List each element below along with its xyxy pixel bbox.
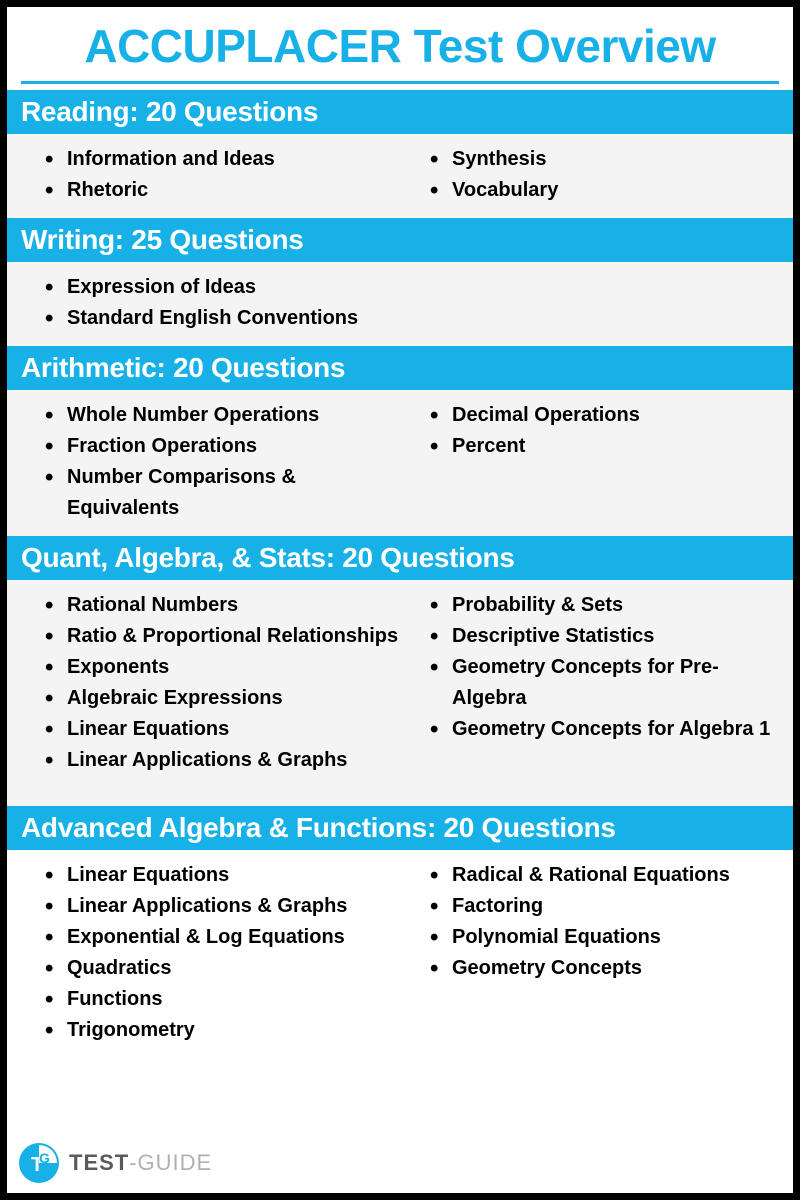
list-item: Linear Applications & Graphs: [45, 891, 400, 922]
list-item: Exponential & Log Equations: [45, 922, 400, 953]
footer-brand: T G TEST-GUIDE: [17, 1141, 212, 1185]
list-item: Ratio & Proportional Relationships: [45, 621, 400, 652]
list-item: Number Comparisons & Equivalents: [45, 462, 400, 524]
list-item: Linear Applications & Graphs: [45, 745, 400, 776]
list-col-left: Whole Number Operations Fraction Operati…: [7, 400, 400, 524]
list-item: Algebraic Expressions: [45, 683, 400, 714]
section-header-arithmetic: Arithmetic: 20 Questions: [7, 346, 793, 390]
list-item: Exponents: [45, 652, 400, 683]
svg-text:G: G: [39, 1150, 50, 1166]
list-item: Rhetoric: [45, 175, 400, 206]
list-col-right: [400, 272, 793, 334]
list-item: Geometry Concepts: [430, 953, 793, 984]
list-item: Rational Numbers: [45, 590, 400, 621]
list-item: Standard English Conventions: [45, 303, 400, 334]
section-body-quant: Rational Numbers Ratio & Proportional Re…: [7, 580, 793, 806]
list-item: Linear Equations: [45, 714, 400, 745]
list-item: Geometry Concepts for Algebra 1: [430, 714, 793, 745]
section-header-reading: Reading: 20 Questions: [7, 90, 793, 134]
list-item: Geometry Concepts for Pre-Algebra: [430, 652, 793, 714]
brand-test: TEST: [69, 1150, 129, 1175]
list-item: Polynomial Equations: [430, 922, 793, 953]
list-item: Whole Number Operations: [45, 400, 400, 431]
list-item: Probability & Sets: [430, 590, 793, 621]
list-col-left: Expression of Ideas Standard English Con…: [7, 272, 400, 334]
list-item: Factoring: [430, 891, 793, 922]
section-header-quant: Quant, Algebra, & Stats: 20 Questions: [7, 536, 793, 580]
list-col-left: Information and Ideas Rhetoric: [7, 144, 400, 206]
list-item: Radical & Rational Equations: [430, 860, 793, 891]
brand-guide: -GUIDE: [129, 1150, 212, 1175]
brand-logo-icon: T G: [17, 1141, 61, 1185]
list-col-right: Radical & Rational Equations Factoring P…: [400, 860, 793, 1046]
main-title: ACCUPLACER Test Overview: [7, 7, 793, 81]
list-col-right: Probability & Sets Descriptive Statistic…: [400, 590, 793, 776]
list-item: Quadratics: [45, 953, 400, 984]
list-item: Fraction Operations: [45, 431, 400, 462]
list-item: Trigonometry: [45, 1015, 400, 1046]
infographic-container: ACCUPLACER Test Overview Reading: 20 Que…: [0, 0, 800, 1200]
list-item: Decimal Operations: [430, 400, 793, 431]
list-item: Linear Equations: [45, 860, 400, 891]
list-col-left: Rational Numbers Ratio & Proportional Re…: [7, 590, 400, 776]
section-header-advanced: Advanced Algebra & Functions: 20 Questio…: [7, 806, 793, 850]
list-item: Descriptive Statistics: [430, 621, 793, 652]
brand-logo-text: TEST-GUIDE: [69, 1150, 212, 1176]
section-body-reading: Information and Ideas Rhetoric Synthesis…: [7, 134, 793, 218]
list-item: Information and Ideas: [45, 144, 400, 175]
list-item: Expression of Ideas: [45, 272, 400, 303]
list-item: Vocabulary: [430, 175, 793, 206]
list-col-left: Linear Equations Linear Applications & G…: [7, 860, 400, 1046]
list-col-right: Decimal Operations Percent: [400, 400, 793, 524]
list-item: Synthesis: [430, 144, 793, 175]
section-body-advanced: Linear Equations Linear Applications & G…: [7, 850, 793, 1058]
section-body-writing: Expression of Ideas Standard English Con…: [7, 262, 793, 346]
section-header-writing: Writing: 25 Questions: [7, 218, 793, 262]
section-body-arithmetic: Whole Number Operations Fraction Operati…: [7, 390, 793, 536]
list-item: Percent: [430, 431, 793, 462]
list-item: Functions: [45, 984, 400, 1015]
list-col-right: Synthesis Vocabulary: [400, 144, 793, 206]
title-divider: [21, 81, 779, 84]
